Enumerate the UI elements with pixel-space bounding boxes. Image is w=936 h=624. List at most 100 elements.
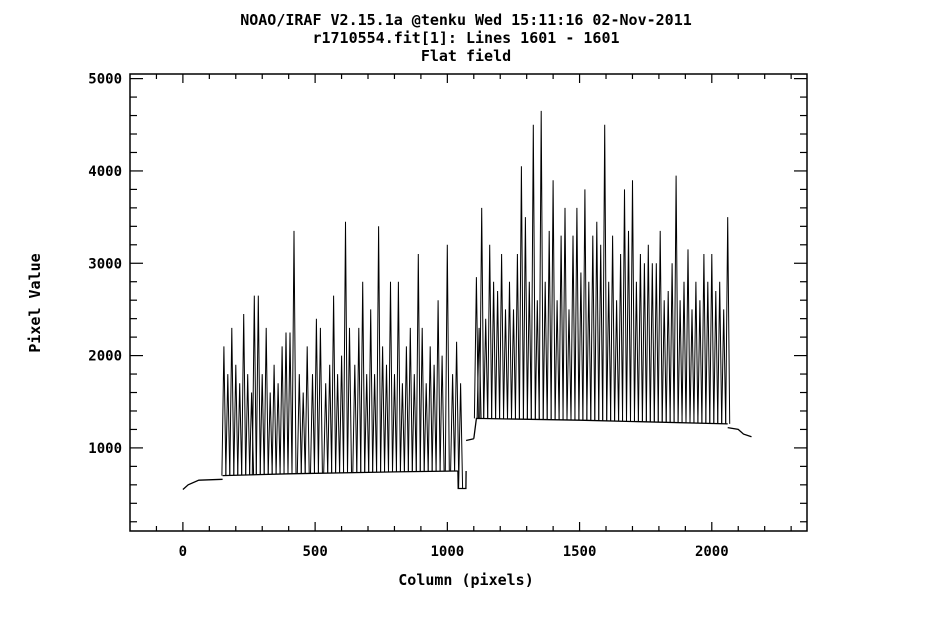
spectral-peak [582, 189, 588, 421]
plot-frame [129, 73, 808, 532]
spectral-peak [339, 355, 345, 473]
spectral-peak [622, 189, 627, 422]
spectral-peak [431, 364, 437, 472]
spectral-peak [514, 253, 520, 420]
spectral-peak [689, 309, 695, 424]
spectral-peak [380, 346, 386, 473]
baseline-segment [465, 438, 474, 442]
spectral-peak [645, 244, 651, 422]
spectral-peak [300, 392, 306, 474]
spectral-peak [697, 300, 703, 424]
y-tick-label: 1000 [88, 441, 122, 457]
spectral-peak [237, 383, 243, 476]
spectral-peak [372, 374, 378, 473]
baseline-segment [182, 478, 223, 490]
spectral-peak [546, 230, 552, 420]
spectral-peak [304, 346, 310, 474]
spectral-peak [526, 281, 532, 420]
spectral-peak [225, 374, 231, 476]
spectral-peak [376, 226, 382, 473]
spectral-peak [427, 346, 433, 472]
y-tick-label: 3000 [88, 256, 122, 272]
spectral-peak [522, 217, 528, 420]
spectral-peak [602, 124, 608, 421]
spectral-peak [610, 235, 616, 422]
spectral-peak [251, 295, 257, 475]
spectral-peak [507, 281, 512, 420]
spectral-peak [327, 364, 333, 474]
x-tick-label: 0 [179, 544, 187, 560]
spectral-peak [511, 309, 516, 420]
spectral-peak [317, 327, 323, 474]
spectral-peak [562, 207, 568, 421]
spectral-peak [574, 207, 580, 421]
spectral-peak [499, 253, 505, 419]
spectral-peak [491, 281, 497, 419]
spectral-peak [343, 221, 348, 473]
flat-field-series [182, 110, 752, 490]
spectral-peak [407, 327, 413, 472]
spectral-peak [550, 180, 556, 420]
x-tick-label: 1500 [563, 544, 597, 560]
spectral-peak [653, 263, 659, 423]
spectral-peak [279, 346, 285, 474]
spectral-peak [606, 281, 612, 421]
spectral-peak [331, 295, 337, 474]
spectral-peak [384, 364, 389, 473]
spectral-peak [450, 374, 456, 472]
spectral-peak [626, 230, 631, 422]
spectral-peak [705, 281, 711, 424]
x-tick-label: 1000 [430, 544, 464, 560]
spectral-peak [403, 346, 409, 472]
spectral-peak [259, 374, 265, 475]
spectral-peak [275, 383, 281, 475]
spectral-peak [283, 332, 289, 474]
spectral-peak [598, 244, 604, 421]
spectral-peak [310, 374, 315, 474]
spectral-peak [267, 392, 273, 475]
x-axis-tick-labels: 0 500 1000 1500 2000 [179, 544, 729, 560]
spectral-peak [673, 175, 679, 423]
spectral-peak [419, 327, 425, 472]
spectral-peak [458, 383, 464, 489]
spectral-peak [388, 281, 393, 473]
spectral-peak [590, 235, 596, 421]
y-tick-label: 5000 [88, 72, 122, 88]
spectral-peak [669, 263, 675, 423]
spectral-peak [665, 290, 671, 423]
spectral-peak [411, 374, 417, 472]
spectral-peak [542, 281, 548, 420]
spectral-peak [287, 332, 293, 474]
spectral-peak [614, 300, 620, 422]
spectral-peak [368, 309, 374, 473]
spectral-peak [518, 166, 524, 420]
spectral-peak [657, 230, 663, 423]
spectral-peak [681, 281, 687, 423]
spectral-peak [701, 253, 707, 424]
spectral-peak [649, 263, 655, 423]
spectral-peak [530, 124, 536, 420]
spectral-peak [538, 110, 544, 420]
spectral-peak [630, 180, 635, 422]
spectral-peak [709, 253, 715, 424]
spectral-peak [415, 253, 421, 472]
header-line-1: NOAO/IRAF V2.15.1a @tenku Wed 15:11:16 0… [240, 11, 692, 29]
y-axis-ticks [130, 78, 807, 523]
spectral-peak [439, 355, 445, 472]
spectral-peak [352, 364, 358, 473]
spectral-peak [479, 207, 485, 419]
spectral-peak [399, 383, 405, 472]
spectral-peak [693, 281, 699, 424]
spectral-peak [444, 244, 450, 472]
spectral-peak [618, 253, 624, 422]
spectral-peak [364, 374, 370, 473]
spectral-peak [229, 327, 235, 476]
baseline-segment [727, 426, 752, 438]
spectral-peak [483, 318, 489, 419]
spectral-peak [713, 290, 719, 424]
spectral-peak [335, 374, 341, 473]
spectral-peak [241, 313, 247, 476]
spectral-peak [395, 281, 401, 472]
y-axis-label: Pixel Value [26, 253, 44, 352]
